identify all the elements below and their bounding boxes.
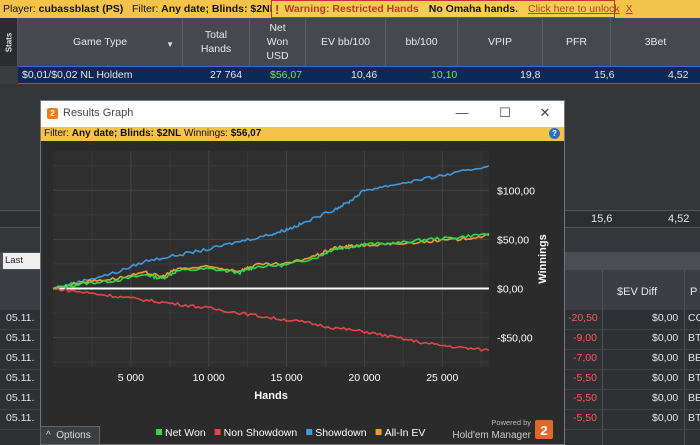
table-row-selected[interactable]: $0,01/$0,02 NL Holdem 27 764 $56,07 10,4… bbox=[18, 66, 700, 84]
column-header-game-type[interactable]: Game Type ▼ bbox=[18, 18, 183, 66]
cell-3bet: 4,52 bbox=[668, 69, 689, 81]
legend-swatch bbox=[156, 429, 162, 435]
x-tick-label: 5 000 bbox=[118, 372, 144, 384]
unlock-link[interactable]: Click here to unlock bbox=[528, 3, 620, 15]
summary-pfr: 15,6 bbox=[591, 213, 613, 225]
chevron-up-icon: ^ bbox=[46, 430, 51, 441]
cell-pfr: 15,6 bbox=[594, 69, 615, 81]
cell-vpip: 19,8 bbox=[520, 69, 541, 81]
chevron-down-icon[interactable]: ▼ bbox=[166, 40, 174, 49]
chart-legend: Net Won Non Showdown Showdown All-In EV bbox=[156, 427, 425, 439]
help-icon[interactable]: ? bbox=[549, 128, 560, 139]
series-line-non-showdown bbox=[53, 287, 490, 352]
x-tick-label: 20 000 bbox=[348, 372, 380, 384]
cell-net-won: $56,07 bbox=[270, 69, 303, 81]
legend-swatch bbox=[306, 429, 313, 435]
graph-filter-bar: Filter: Any date; Blinds: $2NL Winnings:… bbox=[41, 127, 564, 141]
stats-table-header: Game Type ▼ Total Hands Net Won USD EV b… bbox=[18, 18, 700, 66]
column-header-net-won[interactable]: Net Won USD bbox=[250, 18, 306, 66]
warning-omaha: No Omaha hands. bbox=[428, 3, 518, 15]
plot-area bbox=[53, 151, 489, 367]
holdem-manager-icon: 2 bbox=[47, 108, 58, 119]
column-header-ev-bb100[interactable]: EV bb/100 bbox=[306, 18, 386, 66]
filter-value: Any date; Blinds: $2NL bbox=[161, 3, 277, 15]
close-warning-button[interactable]: X bbox=[625, 3, 633, 15]
stats-tab[interactable]: Stats bbox=[0, 18, 18, 66]
results-chart: 5 000 10 000 15 000 20 000 25 000 $100,00 $50… bbox=[41, 141, 564, 444]
legend-label: Non Showdown bbox=[224, 427, 298, 439]
brand-text: Hold'em Manager bbox=[452, 430, 531, 441]
y-tick-label: $100,00 bbox=[497, 185, 535, 197]
column-header-pfr[interactable]: PFR bbox=[543, 18, 611, 66]
results-chart-svg: 5 000 10 000 15 000 20 000 25 000 $100,00 $50… bbox=[52, 151, 553, 441]
legend-label: Showdown bbox=[315, 427, 367, 439]
brand-badge-text: 2 bbox=[540, 423, 547, 438]
y-axis-ticks: $100,00 $50,00 $0,00 -$50,00 bbox=[497, 185, 535, 344]
column-header-p[interactable]: P bbox=[690, 286, 698, 298]
minimize-button[interactable]: — bbox=[455, 105, 469, 120]
window-titlebar[interactable]: 2 Results Graph — ☐ ✕ bbox=[41, 101, 564, 127]
column-header-total-hands[interactable]: Total Hands bbox=[183, 18, 250, 66]
legend-label: Net Won bbox=[165, 427, 206, 439]
series-line-showdown bbox=[52, 164, 490, 290]
chart-grid bbox=[53, 151, 489, 367]
warning-title: Warning: Restricted Hands bbox=[284, 3, 419, 15]
restricted-warning: ! Warning: Restricted Hands No Omaha han… bbox=[271, 0, 633, 18]
summary-3bet: 4,52 bbox=[668, 213, 690, 225]
y-tick-label: -$50,00 bbox=[497, 333, 533, 345]
exclamation-icon: ! bbox=[275, 1, 280, 17]
brand-logo-icon bbox=[535, 420, 553, 439]
player-name: cubassblast (PS) bbox=[38, 3, 124, 15]
y-axis-label: Winnings bbox=[537, 234, 549, 283]
results-graph-window: 2 Results Graph — ☐ ✕ Filter: Any date; … bbox=[40, 100, 565, 445]
column-header-bb100[interactable]: bb/100 bbox=[386, 18, 458, 66]
column-divider bbox=[684, 270, 685, 445]
column-divider bbox=[602, 270, 603, 445]
cell-ev-bb100: 10,46 bbox=[351, 69, 378, 81]
legend-swatch bbox=[375, 429, 382, 435]
window-title: Results Graph bbox=[63, 107, 134, 119]
column-header-ev-diff[interactable]: $EV Diff bbox=[617, 286, 658, 298]
x-tick-label: 10 000 bbox=[193, 372, 225, 384]
legend-swatch bbox=[214, 429, 221, 435]
filter-bar: Player: cubassblast (PS) Filter: Any dat… bbox=[0, 0, 700, 18]
legend-label: All-In EV bbox=[385, 427, 426, 439]
maximize-button[interactable]: ☐ bbox=[499, 105, 511, 120]
filter-text: Player: cubassblast (PS) Filter: Any dat… bbox=[3, 3, 277, 15]
y-tick-label: $50,00 bbox=[497, 234, 529, 246]
close-button[interactable]: ✕ bbox=[539, 105, 551, 120]
cell-total-hands: 27 764 bbox=[210, 69, 243, 81]
powered-by-text: Powered by bbox=[491, 418, 531, 427]
series-line-net-won bbox=[52, 232, 490, 290]
y-tick-label: $0,00 bbox=[497, 283, 523, 295]
x-axis-label: Hands bbox=[254, 390, 288, 402]
x-tick-label: 25 000 bbox=[426, 372, 458, 384]
column-header-vpip[interactable]: VPIP bbox=[458, 18, 543, 66]
options-button[interactable]: ^ Options bbox=[40, 426, 100, 445]
cell-game-type: $0,01/$0,02 NL Holdem bbox=[22, 69, 133, 81]
column-header-3bet[interactable]: 3Bet bbox=[644, 36, 667, 48]
x-axis-ticks: 5 000 10 000 15 000 20 000 25 000 bbox=[118, 372, 459, 384]
last-hands-dropdown[interactable]: Last 250 bbox=[3, 253, 41, 282]
cell-bb100: 10,10 bbox=[431, 69, 458, 81]
x-tick-label: 15 000 bbox=[271, 372, 303, 384]
chart-series bbox=[52, 164, 490, 352]
